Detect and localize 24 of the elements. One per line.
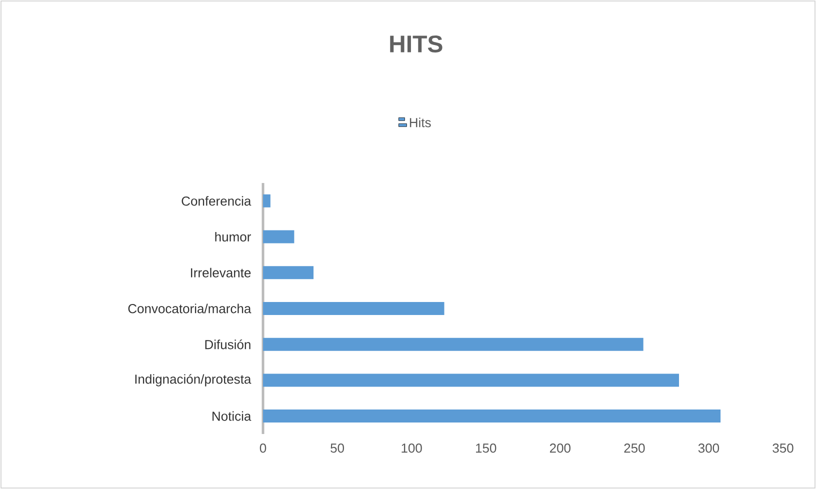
x-tick-label: 150 [476,444,496,453]
x-tick-label: 350 [772,444,794,453]
bar [263,374,679,387]
bar [263,338,644,351]
y-tick-label: Convocatoria/marcha [128,304,252,314]
y-tick-label: humor [215,232,251,242]
y-tick-label: Conferencia [182,196,252,206]
x-tick-label: 50 [330,444,344,453]
y-tick-label: Noticia [212,411,252,421]
y-tick-label: Irrelevante [190,268,251,278]
x-tick-label: 250 [624,444,645,453]
bar [263,410,721,423]
x-tick-label: 0 [260,444,266,453]
legend-label: Hits [410,118,431,128]
x-tick-label: 100 [402,444,422,453]
y-tick-label: Indignación/protesta [135,374,252,386]
x-tick-label: 200 [550,444,570,453]
y-tick-label: Difusión [205,340,250,350]
x-tick-label: 300 [698,444,720,453]
bar [263,194,270,208]
chart-title: HITS [390,35,442,52]
bar [263,230,294,244]
bar [263,266,314,280]
bar [263,302,444,315]
